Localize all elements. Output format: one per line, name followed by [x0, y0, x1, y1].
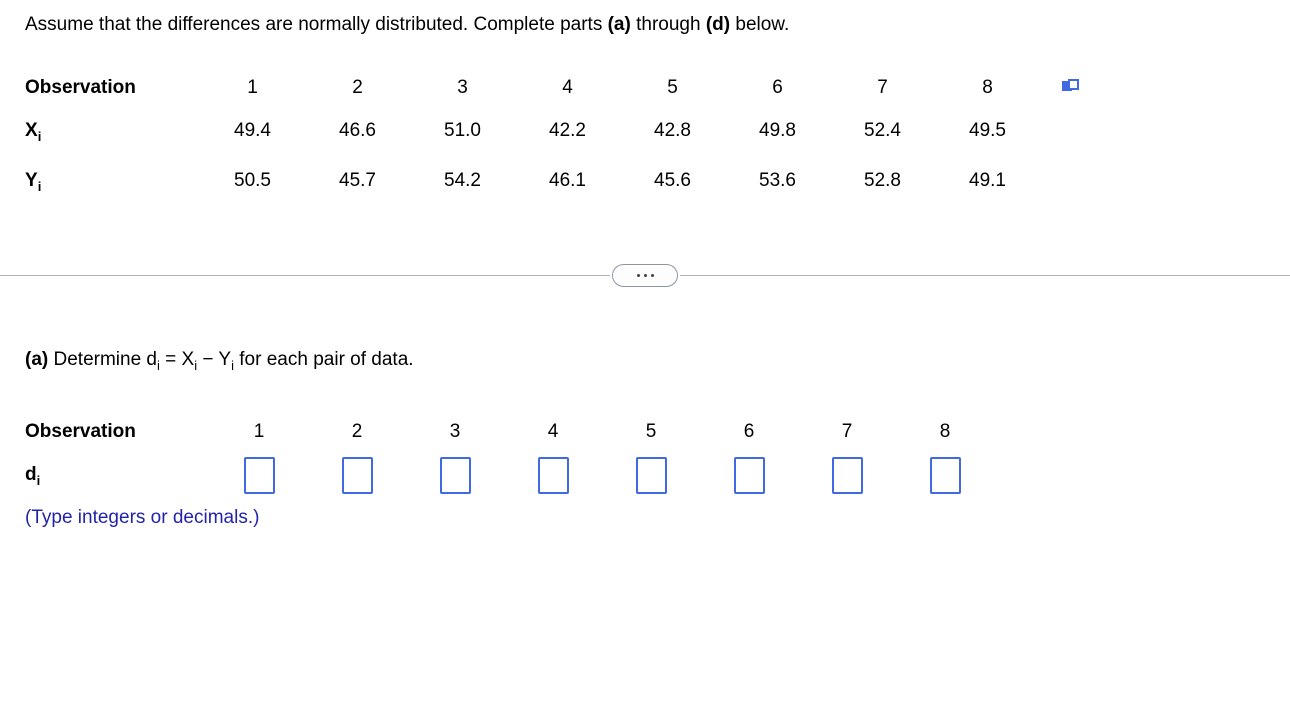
answer-observation-number: 5: [645, 421, 657, 442]
y-value: 45.6: [654, 170, 691, 191]
x-row: Xi 49.4 46.6 51.0 42.2 42.8 49.8 52.4 49…: [25, 106, 1110, 156]
part-d-ref: (d): [705, 14, 731, 35]
y-value: 50.5: [234, 170, 271, 191]
answer-observation-header-row: Observation 1 2 3 4 5 6 7 8: [25, 415, 994, 449]
y-value: 54.2: [444, 170, 481, 191]
d-input-1[interactable]: [243, 456, 275, 494]
x-value: 46.6: [339, 120, 376, 141]
divider-line-left: [0, 275, 610, 276]
copy-data-icon[interactable]: [1062, 79, 1079, 96]
part-a-label: (a): [25, 349, 49, 370]
instructions-text: Assume that the differences are normally…: [25, 14, 608, 35]
y-value: 52.8: [864, 170, 901, 191]
x-row-label: Xi: [25, 120, 42, 144]
d-row-label: di: [25, 464, 41, 488]
d-input-8[interactable]: [929, 456, 961, 494]
x-value: 42.8: [654, 120, 691, 141]
answer-observation-number: 3: [449, 421, 461, 442]
x-value: 49.5: [969, 120, 1006, 141]
expand-collapse-button[interactable]: [612, 264, 678, 287]
observation-header-label: Observation: [25, 77, 136, 98]
x-value: 49.8: [759, 120, 796, 141]
d-input-3[interactable]: [439, 456, 471, 494]
y-value: 49.1: [969, 170, 1006, 191]
x-value: 49.4: [234, 120, 271, 141]
y-value: 46.1: [549, 170, 586, 191]
section-divider: [0, 264, 1290, 287]
observation-number: 6: [772, 77, 783, 98]
observation-number: 7: [877, 77, 888, 98]
observation-number: 2: [352, 77, 363, 98]
y-value: 53.6: [759, 170, 796, 191]
answer-observation-number: 6: [743, 421, 755, 442]
answer-observation-number: 4: [547, 421, 559, 442]
observation-number: 8: [982, 77, 993, 98]
d-input-6[interactable]: [733, 456, 765, 494]
answer-observation-number: 8: [939, 421, 951, 442]
answer-format-hint: (Type integers or decimals.): [25, 507, 260, 528]
observation-number: 1: [247, 77, 258, 98]
divider-line-right: [680, 275, 1290, 276]
x-value: 51.0: [444, 120, 481, 141]
y-value: 45.7: [339, 170, 376, 191]
part-a-prompt: (a) Determine di = Xi − Yi for each pair…: [25, 349, 414, 373]
x-value: 52.4: [864, 120, 901, 141]
x-value: 42.2: [549, 120, 586, 141]
ellipsis-icon: [636, 274, 640, 277]
data-table: Observation 1 2 3 4 5 6 7 8 Xi 49.4: [25, 70, 1110, 206]
y-row: Yi 50.5 45.7 54.2 46.1 45.6 53.6 52.8 49…: [25, 156, 1110, 206]
answer-observation-number: 7: [841, 421, 853, 442]
y-row-label: Yi: [25, 170, 42, 194]
answer-observation-number: 1: [253, 421, 265, 442]
copy-icon-front-square: [1068, 79, 1079, 91]
observation-number: 4: [562, 77, 573, 98]
problem-instructions: Assume that the differences are normally…: [25, 14, 790, 35]
d-input-4[interactable]: [537, 456, 569, 494]
answer-table: Observation 1 2 3 4 5 6 7 8 di: [25, 415, 994, 501]
part-a-ref: (a): [607, 14, 631, 35]
answer-observation-header-label: Observation: [25, 421, 136, 442]
observation-header-row: Observation 1 2 3 4 5 6 7 8: [25, 70, 1110, 106]
observation-number: 3: [457, 77, 468, 98]
d-input-2[interactable]: [341, 456, 373, 494]
answer-observation-number: 2: [351, 421, 363, 442]
copy-icon-back-square: [1062, 81, 1072, 92]
d-input-7[interactable]: [831, 456, 863, 494]
observation-number: 5: [667, 77, 678, 98]
d-row: di: [25, 449, 994, 501]
d-input-5[interactable]: [635, 456, 667, 494]
